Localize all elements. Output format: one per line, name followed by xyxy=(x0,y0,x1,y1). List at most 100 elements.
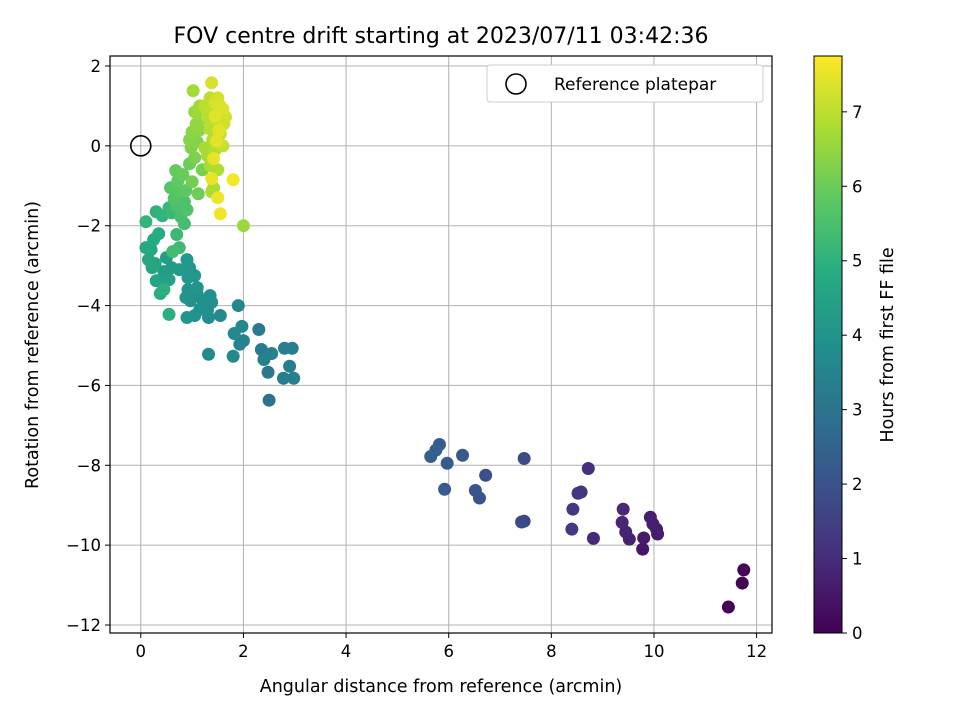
scatter-point xyxy=(262,393,276,407)
x-tick-label: 6 xyxy=(443,642,454,661)
colorbar-tick-label: 5 xyxy=(852,252,863,271)
y-tick-label: −4 xyxy=(77,297,101,316)
scatter-point xyxy=(188,151,202,165)
scatter-point xyxy=(226,173,240,187)
reference-platepar-marker xyxy=(129,135,152,157)
chart-title: FOV centre drift starting at 2023/07/11 … xyxy=(174,24,709,49)
scatter-point xyxy=(236,219,250,233)
scatter-point xyxy=(424,450,438,464)
y-tick-label: 0 xyxy=(91,137,102,156)
scatter-point xyxy=(468,483,482,497)
scatter-point xyxy=(180,311,194,325)
scatter-point xyxy=(180,203,194,217)
scatter-point xyxy=(277,341,291,355)
scatter-point xyxy=(566,502,580,516)
scatter-point xyxy=(170,227,184,241)
scatter-point xyxy=(440,456,454,470)
scatter-point xyxy=(586,531,600,545)
colorbar-tick-label: 3 xyxy=(852,401,863,420)
x-axis-ticks: 0 2 4 6 8 10 12 xyxy=(136,633,767,661)
scatter-point xyxy=(581,461,595,475)
y-tick-label: 2 xyxy=(91,57,102,76)
scatter-point xyxy=(616,502,630,516)
colorbar-tick-label: 6 xyxy=(852,177,863,196)
scatter-point xyxy=(254,342,268,356)
scatter-point xyxy=(212,124,226,138)
y-axis-ticks: 2 0 −2 −4 −6 −8 −10 −12 xyxy=(66,57,110,635)
y-tick-label: −2 xyxy=(77,217,101,236)
x-tick-label: 4 xyxy=(341,642,352,661)
scatter-point xyxy=(152,227,166,241)
scatter-point xyxy=(261,365,275,379)
scatter-point xyxy=(207,152,221,166)
colorbar-tick-label: 7 xyxy=(852,103,863,122)
y-tick-label: −12 xyxy=(66,616,101,635)
scatter-point xyxy=(211,191,225,205)
scatter-point xyxy=(252,323,266,337)
legend-box xyxy=(486,64,764,103)
scatter-point xyxy=(180,253,194,267)
scatter-point xyxy=(283,359,297,373)
legend: Reference platepar xyxy=(486,64,764,103)
scatter-point xyxy=(456,448,470,462)
scatter-point xyxy=(227,327,241,341)
x-tick-label: 0 xyxy=(136,642,147,661)
colorbar-tick-label: 2 xyxy=(852,475,863,494)
scatter-point xyxy=(162,307,176,321)
scatter-point xyxy=(287,371,301,385)
scatter-point xyxy=(438,482,452,496)
colorbar-label: Hours from first FF file xyxy=(878,247,898,442)
colorbar-tick-label: 1 xyxy=(852,550,863,569)
scatter-point xyxy=(571,486,585,500)
colorbar-tick-label: 0 xyxy=(852,624,863,643)
scatter-point xyxy=(162,273,176,287)
scatter-point xyxy=(190,281,204,295)
scatter-point xyxy=(185,175,199,189)
y-tick-label: −6 xyxy=(77,376,101,395)
scatter-points xyxy=(139,76,751,614)
plot-frame xyxy=(109,55,773,634)
y-axis-label: Rotation from reference (arcmin) xyxy=(23,201,43,489)
scatter-point xyxy=(213,207,227,221)
y-tick-label: −10 xyxy=(66,536,101,555)
scatter-point xyxy=(186,84,200,98)
scatter-point xyxy=(231,299,245,313)
legend-reference-marker xyxy=(505,73,527,95)
scatter-point xyxy=(149,274,163,288)
scatter-point xyxy=(139,215,153,229)
scatter-point xyxy=(226,349,240,363)
scatter-point xyxy=(615,515,629,529)
scatter-point xyxy=(276,371,290,385)
scatter-point xyxy=(205,76,219,90)
scatter-point xyxy=(233,337,247,351)
colorbar-tick-label: 4 xyxy=(852,326,863,345)
scatter-point xyxy=(515,515,529,529)
scatter-point xyxy=(721,600,735,614)
scatter-point xyxy=(141,253,155,267)
scatter-point xyxy=(213,309,227,323)
scatter-point xyxy=(202,347,216,361)
scatter-point xyxy=(643,510,657,524)
colorbar-ticks: 0 1 2 3 4 5 6 7 xyxy=(842,103,863,643)
x-axis-label: Angular distance from reference (arcmin) xyxy=(260,677,623,697)
y-tick-label: −8 xyxy=(77,456,101,475)
scatter-point xyxy=(636,542,650,556)
scatter-point xyxy=(737,563,751,577)
scatter-point xyxy=(166,245,180,259)
scatter-point xyxy=(210,134,224,148)
x-tick-label: 12 xyxy=(746,642,767,661)
scatter-point xyxy=(208,109,222,123)
scatter-point xyxy=(205,172,219,186)
scatter-point xyxy=(479,468,493,482)
scatter-point xyxy=(517,452,531,466)
x-tick-label: 8 xyxy=(546,642,557,661)
scatter-point xyxy=(565,522,579,536)
scatter-point xyxy=(157,283,171,297)
scatter-point xyxy=(735,576,749,590)
scatter-point xyxy=(257,352,271,366)
legend-reference-label: Reference platepar xyxy=(554,75,716,95)
x-tick-label: 10 xyxy=(643,642,664,661)
scatter-point xyxy=(176,168,190,182)
scatter-point xyxy=(181,271,195,285)
